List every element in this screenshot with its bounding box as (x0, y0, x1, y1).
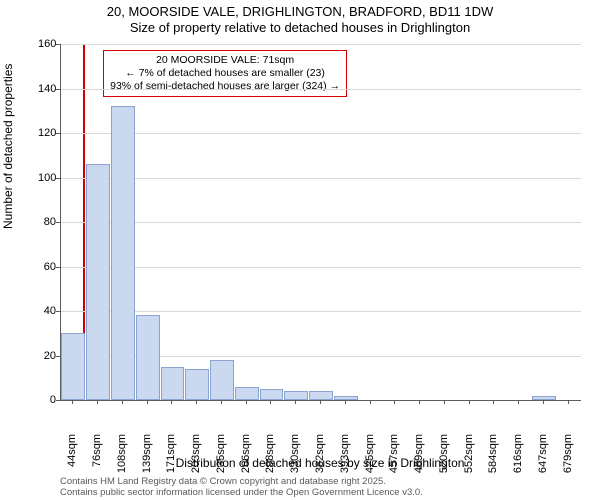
xtick-label: 552sqm (463, 434, 475, 484)
chart-title: 20, MOORSIDE VALE, DRIGHLINGTON, BRADFOR… (0, 4, 600, 20)
xtick-mark (419, 400, 420, 404)
ytick-mark (56, 311, 60, 312)
chart-container: 20, MOORSIDE VALE, DRIGHLINGTON, BRADFOR… (0, 0, 600, 500)
xtick-label: 139sqm (141, 434, 153, 484)
xtick-label: 298sqm (264, 434, 276, 484)
xtick-label: 266sqm (240, 434, 252, 484)
xtick-mark (394, 400, 395, 404)
xtick-mark (221, 400, 222, 404)
ytick-label: 120 (38, 127, 56, 139)
ytick-label: 0 (38, 394, 56, 406)
xtick-mark (469, 400, 470, 404)
xtick-label: 520sqm (438, 434, 450, 484)
histogram-bar (86, 164, 110, 400)
callout-box: 20 MOORSIDE VALE: 71sqm ← 7% of detached… (103, 50, 347, 97)
ytick-label: 20 (38, 350, 56, 362)
ytick-mark (56, 356, 60, 357)
xtick-label: 457sqm (388, 434, 400, 484)
ytick-label: 140 (38, 83, 56, 95)
ytick-mark (56, 267, 60, 268)
histogram-bar (284, 391, 308, 400)
histogram-bar (185, 369, 209, 400)
xtick-mark (444, 400, 445, 404)
plot-area: 20 MOORSIDE VALE: 71sqm ← 7% of detached… (60, 44, 581, 401)
ytick-mark (56, 178, 60, 179)
histogram-bar (260, 389, 284, 400)
gridline (61, 267, 581, 268)
xtick-label: 203sqm (190, 434, 202, 484)
xtick-label: 679sqm (562, 434, 574, 484)
ytick-label: 60 (38, 261, 56, 273)
xtick-mark (345, 400, 346, 404)
xtick-mark (370, 400, 371, 404)
gridline (61, 44, 581, 45)
ytick-label: 100 (38, 172, 56, 184)
xtick-label: 76sqm (91, 434, 103, 484)
xtick-label: 330sqm (289, 434, 301, 484)
callout-line-3: 93% of semi-detached houses are larger (… (110, 80, 340, 93)
ytick-label: 40 (38, 305, 56, 317)
gridline (61, 89, 581, 90)
histogram-bar (309, 391, 333, 400)
callout-line-1: 20 MOORSIDE VALE: 71sqm (110, 54, 340, 67)
xtick-mark (295, 400, 296, 404)
xtick-label: 171sqm (165, 434, 177, 484)
xtick-label: 616sqm (512, 434, 524, 484)
gridline (61, 222, 581, 223)
ytick-label: 80 (38, 216, 56, 228)
histogram-bar (532, 396, 556, 400)
xtick-mark (72, 400, 73, 404)
xtick-mark (147, 400, 148, 404)
xtick-mark (270, 400, 271, 404)
xtick-mark (568, 400, 569, 404)
ytick-label: 160 (38, 38, 56, 50)
xtick-label: 108sqm (116, 434, 128, 484)
xtick-label: 362sqm (314, 434, 326, 484)
xtick-mark (122, 400, 123, 404)
histogram-bar (235, 387, 259, 400)
xtick-mark (246, 400, 247, 404)
xtick-label: 44sqm (66, 434, 78, 484)
xtick-label: 584sqm (487, 434, 499, 484)
xtick-label: 425sqm (364, 434, 376, 484)
ytick-mark (56, 222, 60, 223)
gridline (61, 133, 581, 134)
xtick-mark (171, 400, 172, 404)
callout-line-2: ← 7% of detached houses are smaller (23) (110, 67, 340, 80)
xtick-mark (320, 400, 321, 404)
ytick-mark (56, 133, 60, 134)
histogram-bar (161, 367, 185, 400)
xtick-mark (518, 400, 519, 404)
gridline (61, 178, 581, 179)
xtick-label: 647sqm (537, 434, 549, 484)
histogram-bar (61, 333, 85, 400)
xtick-mark (196, 400, 197, 404)
footer-line-2: Contains public sector information licen… (60, 487, 423, 498)
ytick-mark (56, 89, 60, 90)
histogram-bar (210, 360, 234, 400)
histogram-bar (136, 315, 160, 400)
xtick-mark (97, 400, 98, 404)
xtick-label: 235sqm (215, 434, 227, 484)
xtick-mark (493, 400, 494, 404)
xtick-label: 489sqm (413, 434, 425, 484)
histogram-bar (111, 106, 135, 400)
ytick-mark (56, 44, 60, 45)
gridline (61, 311, 581, 312)
xtick-label: 393sqm (339, 434, 351, 484)
xtick-mark (543, 400, 544, 404)
histogram-bar (334, 396, 358, 400)
ytick-mark (56, 400, 60, 401)
chart-subtitle: Size of property relative to detached ho… (0, 20, 600, 35)
